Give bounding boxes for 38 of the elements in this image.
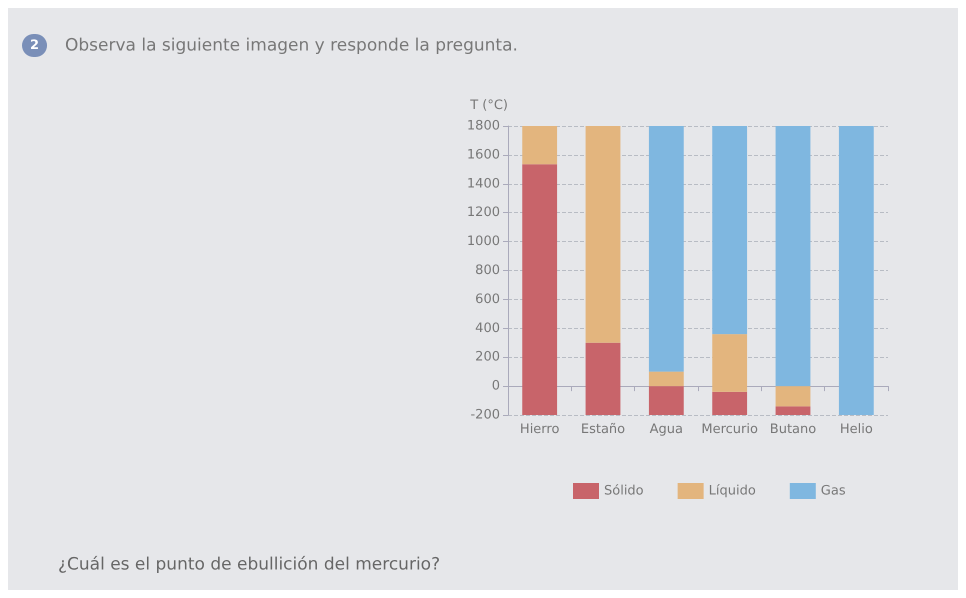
- legend-label: Sólido: [604, 484, 644, 498]
- bar: [712, 126, 748, 334]
- bar: [776, 406, 810, 415]
- bar: [776, 386, 810, 406]
- y-tick-label: 1000: [466, 234, 500, 250]
- y-tick-label: 1800: [466, 118, 500, 134]
- bar: [522, 126, 558, 164]
- text: Observa la siguiente imagen y responde la pregunta.: [65, 36, 518, 56]
- bar: [648, 372, 684, 386]
- y-tick-label: 1400: [466, 176, 500, 192]
- bar: [838, 126, 874, 415]
- bar: [712, 392, 748, 415]
- legend-label: Gas: [820, 484, 846, 498]
- x-tick-label: Hierro: [520, 422, 560, 437]
- y-tick-label: 0: [492, 378, 500, 394]
- text: ¿Cuál es el punto de ebullición del mercurio?: [58, 554, 440, 574]
- y-tick-label: 1200: [466, 205, 500, 220]
- x-tick-label: Estaño: [580, 422, 626, 437]
- text: 2: [30, 38, 40, 53]
- x-tick-label: Mercurio: [701, 422, 758, 437]
- y-axis-title: T (°C): [469, 98, 508, 113]
- y-tick-label: 1600: [466, 147, 500, 162]
- y-tick-label: -200: [470, 408, 500, 422]
- y-tick-label: 400: [475, 320, 500, 336]
- x-tick-label: Agua: [650, 422, 684, 437]
- bar: [586, 126, 620, 343]
- x-tick-label: Butano: [770, 422, 816, 437]
- bar: [648, 386, 684, 415]
- bar: [776, 126, 810, 386]
- bar: [586, 342, 620, 415]
- y-tick-label: 600: [475, 292, 500, 307]
- legend-label: Líquido: [708, 484, 756, 498]
- bar: [648, 126, 684, 372]
- x-tick-label: Helio: [840, 422, 873, 437]
- y-tick-label: 800: [475, 263, 500, 278]
- bar: [522, 164, 558, 415]
- y-tick-label: 200: [475, 350, 500, 365]
- bar: [712, 334, 748, 392]
